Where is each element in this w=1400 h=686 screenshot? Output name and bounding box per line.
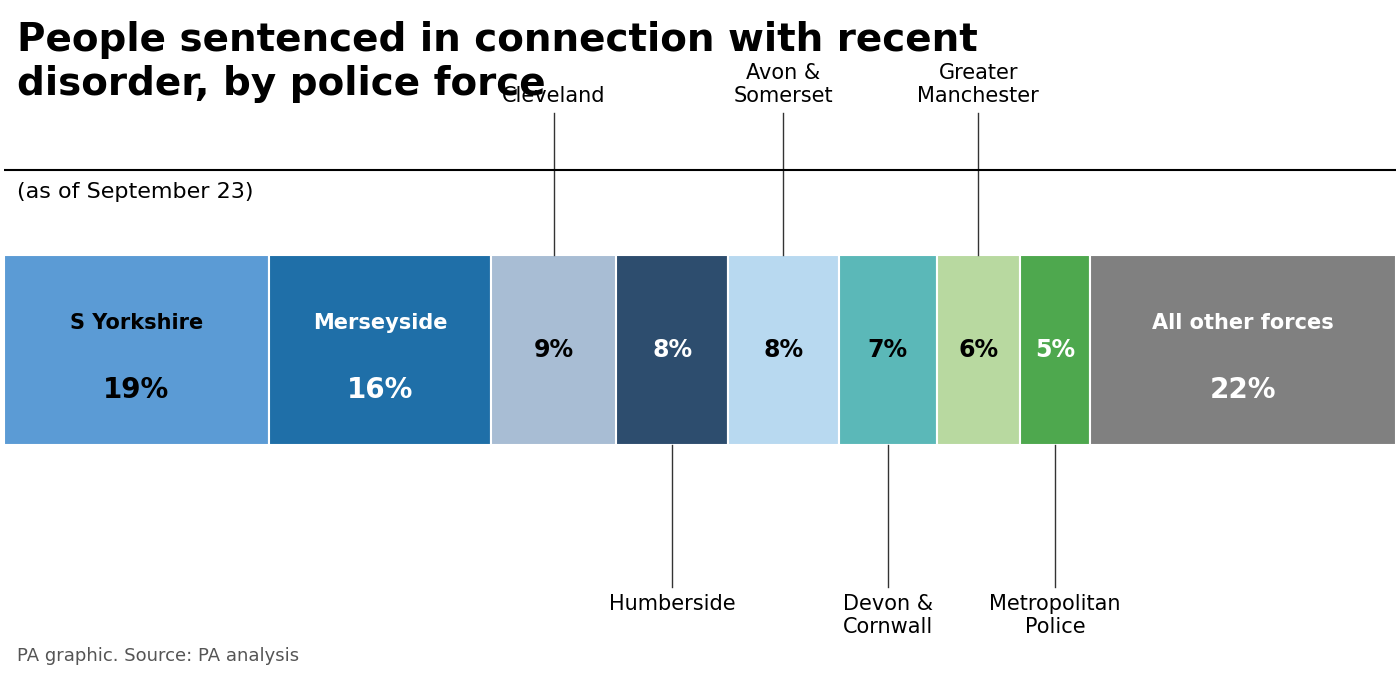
Text: 7%: 7% xyxy=(868,338,909,362)
Text: Humberside: Humberside xyxy=(609,594,735,614)
Text: All other forces: All other forces xyxy=(1152,313,1334,333)
Bar xyxy=(4,255,269,445)
Bar xyxy=(491,255,616,445)
Text: Merseyside: Merseyside xyxy=(312,313,447,333)
Text: Cleveland: Cleveland xyxy=(503,86,606,106)
Bar xyxy=(937,255,1021,445)
Bar xyxy=(839,255,937,445)
Text: 8%: 8% xyxy=(652,338,692,362)
Text: 22%: 22% xyxy=(1210,377,1275,405)
Text: 6%: 6% xyxy=(958,338,998,362)
Text: People sentenced in connection with recent
disorder, by police force: People sentenced in connection with rece… xyxy=(17,21,977,103)
Text: Devon &
Cornwall: Devon & Cornwall xyxy=(843,594,932,637)
Bar xyxy=(269,255,491,445)
Text: S Yorkshire: S Yorkshire xyxy=(70,313,203,333)
Text: 5%: 5% xyxy=(1035,338,1075,362)
Text: 9%: 9% xyxy=(533,338,574,362)
Text: (as of September 23): (as of September 23) xyxy=(17,182,253,202)
Bar xyxy=(616,255,728,445)
Text: 8%: 8% xyxy=(763,338,804,362)
Text: Metropolitan
Police: Metropolitan Police xyxy=(990,594,1120,637)
Bar xyxy=(728,255,839,445)
Bar xyxy=(1089,255,1396,445)
Text: 19%: 19% xyxy=(104,377,169,405)
Text: 16%: 16% xyxy=(347,377,413,405)
Text: Avon &
Somerset: Avon & Somerset xyxy=(734,62,833,106)
Bar xyxy=(1021,255,1089,445)
Text: Greater
Manchester: Greater Manchester xyxy=(917,62,1039,106)
Text: PA graphic. Source: PA analysis: PA graphic. Source: PA analysis xyxy=(17,648,300,665)
